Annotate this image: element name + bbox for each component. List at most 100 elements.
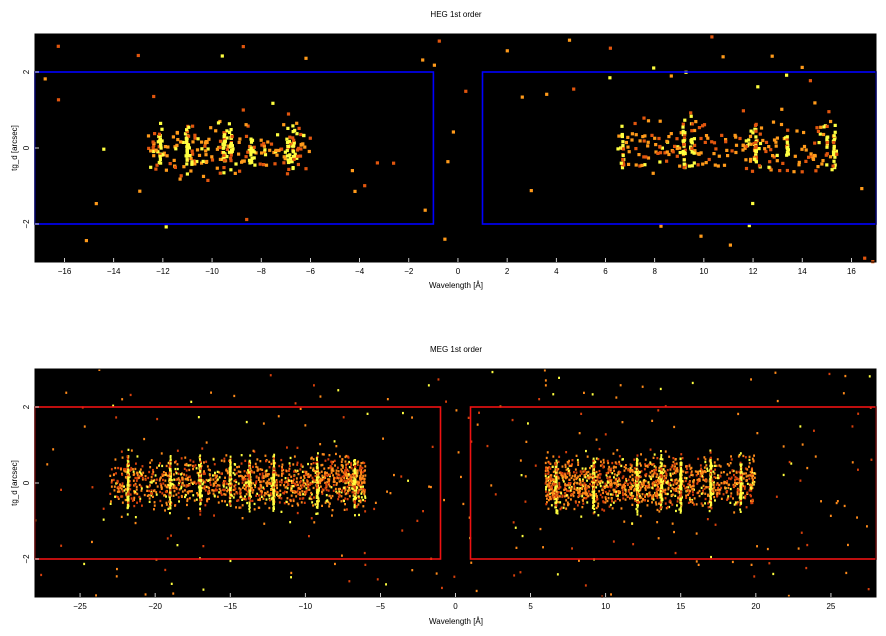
meg-count-pixel <box>126 513 129 516</box>
heg-count-pixel <box>754 160 758 164</box>
meg-count-pixel <box>325 500 328 503</box>
meg-count-pixel <box>563 503 566 506</box>
meg-count-pixel <box>671 486 674 490</box>
meg-count-pixel <box>646 493 648 496</box>
meg-count-pixel <box>589 483 591 486</box>
meg-count-pixel <box>168 464 171 467</box>
heg-count-pixel <box>222 171 226 175</box>
meg-count-pixel <box>665 507 668 510</box>
meg-count-pixel <box>716 482 719 485</box>
heg-count-pixel <box>761 138 765 143</box>
heg-count-pixel <box>302 133 306 137</box>
meg-count-pixel <box>175 493 178 496</box>
meg-count-pixel <box>613 481 616 484</box>
meg-count-pixel <box>278 464 281 468</box>
meg-count-pixel <box>200 464 203 468</box>
meg-count-pixel <box>260 480 263 483</box>
meg-count-pixel <box>327 500 330 503</box>
meg-count-pixel <box>201 483 204 486</box>
meg-count-pixel <box>689 485 692 489</box>
meg-count-pixel <box>637 482 640 485</box>
meg-count-pixel <box>220 492 222 495</box>
meg-count-pixel <box>639 485 641 488</box>
heg-count-pixel <box>252 145 256 149</box>
meg-count-pixel <box>123 485 125 488</box>
meg-count-pixel <box>362 505 365 508</box>
heg-count-pixel <box>669 132 673 136</box>
meg-count-pixel <box>113 485 116 488</box>
meg-count-pixel <box>177 496 180 499</box>
meg-count-pixel <box>751 457 754 460</box>
meg-count-pixel <box>678 491 681 494</box>
meg-count-pixel <box>338 492 340 495</box>
meg-count-pixel <box>246 490 249 493</box>
meg-count-pixel <box>114 458 117 461</box>
meg-count-pixel <box>171 482 174 486</box>
meg-count-pixel <box>736 487 739 491</box>
meg-count-pixel <box>604 482 607 485</box>
meg-count-pixel <box>362 481 365 484</box>
meg-count-pixel <box>652 473 655 476</box>
meg-count-pixel <box>301 497 304 500</box>
meg-count-pixel <box>327 489 330 492</box>
meg-count-pixel <box>244 495 246 498</box>
heg-count-pixel <box>222 166 226 170</box>
meg-count-pixel <box>550 504 553 507</box>
meg-count-pixel <box>305 490 308 493</box>
meg-count-pixel <box>333 478 335 481</box>
meg-count-pixel <box>233 473 236 476</box>
heg-count-pixel <box>744 158 748 162</box>
meg-count-pixel <box>150 494 153 497</box>
meg-count-pixel <box>207 468 210 471</box>
heg-x-tick-label: 2 <box>505 267 510 276</box>
meg-count-pixel <box>270 477 273 480</box>
meg-count-pixel <box>567 462 570 465</box>
heg-count-pixel <box>825 163 829 167</box>
meg-count-pixel <box>570 476 573 480</box>
meg-count-pixel <box>700 486 703 489</box>
meg-count-pixel <box>121 482 124 485</box>
heg-count-pixel <box>159 144 163 148</box>
meg-title: MEG 1st order <box>430 345 482 354</box>
meg-count-pixel <box>610 493 612 496</box>
meg-count-pixel <box>730 495 732 498</box>
meg-count-pixel <box>593 465 596 468</box>
heg-x-tick-label: 12 <box>749 267 758 276</box>
heg-count-pixel <box>832 141 836 145</box>
meg-count-pixel <box>621 476 624 480</box>
meg-count-pixel <box>612 452 615 455</box>
meg-count-pixel <box>605 472 608 475</box>
heg-count-pixel <box>816 129 820 133</box>
meg-count-pixel <box>550 474 552 477</box>
heg-count-pixel <box>231 147 235 151</box>
meg-count-pixel <box>164 484 167 487</box>
meg-count-pixel <box>131 499 134 502</box>
meg-count-pixel <box>296 461 299 464</box>
meg-count-pixel <box>614 461 617 464</box>
meg-count-pixel <box>730 492 733 495</box>
heg-count-pixel <box>692 137 696 141</box>
meg-count-pixel <box>345 466 347 469</box>
meg-count-pixel <box>630 494 633 497</box>
meg-count-pixel <box>356 469 359 472</box>
meg-count-pixel <box>163 494 165 497</box>
meg-count-pixel <box>265 498 268 501</box>
heg-count-pixel <box>238 137 242 141</box>
heg-count-pixel <box>759 126 764 130</box>
meg-count-pixel <box>213 495 216 498</box>
meg-count-pixel <box>212 478 215 481</box>
meg-count-pixel <box>746 482 749 485</box>
heg-count-pixel <box>363 184 367 188</box>
meg-count-pixel <box>576 458 579 462</box>
heg-count-pixel <box>800 147 804 151</box>
meg-count-pixel <box>656 482 659 485</box>
meg-count-pixel <box>222 488 224 491</box>
meg-count-pixel <box>670 466 673 469</box>
meg-count-pixel <box>718 492 721 495</box>
meg-count-pixel <box>173 490 176 493</box>
meg-count-pixel <box>615 466 617 469</box>
meg-count-pixel <box>745 479 748 482</box>
meg-count-pixel <box>712 490 715 493</box>
meg-count-pixel <box>362 488 365 491</box>
meg-count-pixel <box>138 483 141 487</box>
